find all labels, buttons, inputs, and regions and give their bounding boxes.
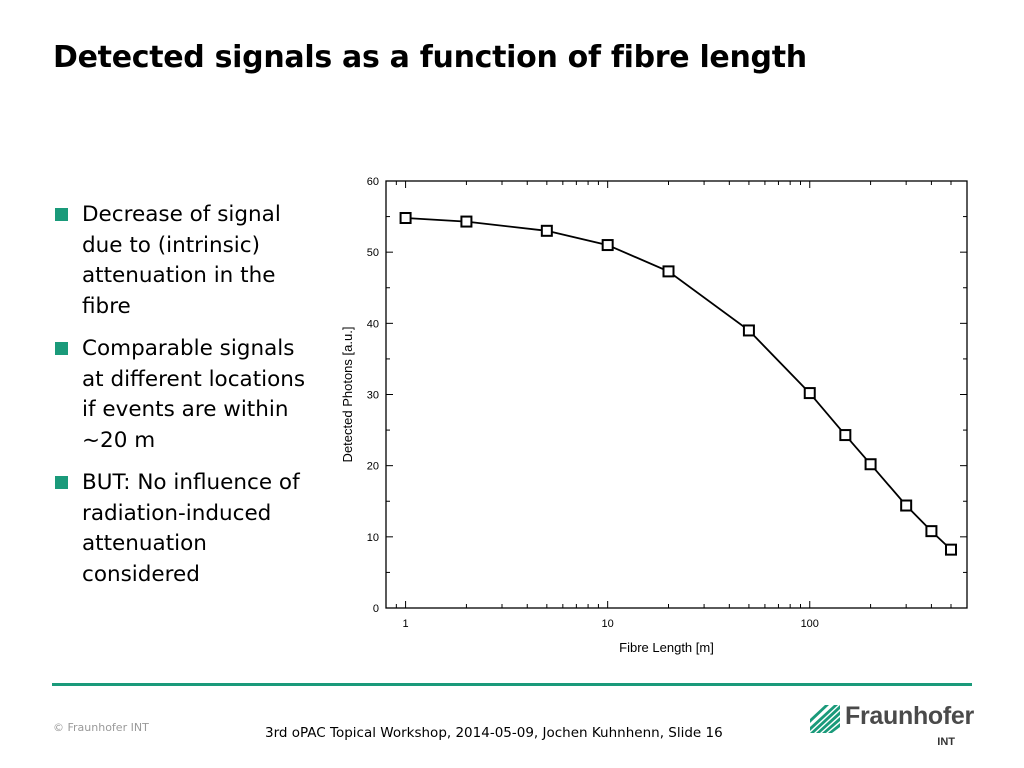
bullet-item: Decrease of signal due to (intrinsic) at… [55,200,320,322]
bullet-text: Decrease of signal due to (intrinsic) at… [82,202,281,319]
data-point [900,499,913,512]
fraunhofer-mark-icon [810,705,840,733]
y-tick-label: 60 [367,176,379,188]
data-point [601,239,614,252]
y-tick-label: 20 [367,461,379,473]
data-point [944,543,957,556]
data-point [925,525,938,538]
data-point [864,458,877,471]
footer-divider [52,683,972,686]
bullet-item: BUT: No influence of radiation-induced a… [55,468,320,590]
y-tick-label: 0 [373,603,379,615]
bullet-text: BUT: No influence of radiation-induced a… [82,470,300,587]
y-tick-label: 30 [367,390,379,402]
bullet-square-icon [55,208,68,221]
y-tick-label: 10 [367,532,379,544]
data-point [399,212,412,225]
slide-title: Detected signals as a function of fibre … [53,40,807,75]
x-tick-label: 1 [403,618,409,630]
copyright-text: © Fraunhofer INT [53,721,149,734]
fraunhofer-logo: Fraunhofer INT [810,702,975,753]
data-point [803,387,816,400]
x-tick-label: 100 [801,618,819,630]
bullet-square-icon [55,476,68,489]
series-line [405,217,952,551]
bullet-item: Comparable signals at different location… [55,334,320,456]
plot-frame [385,180,968,609]
logo-name: Fraunhofer [845,702,974,730]
y-tick-label: 50 [367,247,379,259]
data-point [460,215,473,228]
x-axis-label: Fibre Length [m] [619,640,714,655]
bullet-list: Decrease of signal due to (intrinsic) at… [55,200,320,602]
data-point [742,324,755,337]
y-axis-label: Detected Photons [a.u.] [340,327,355,463]
y-tick-label: 40 [367,318,379,330]
x-tick-label: 10 [602,618,614,630]
data-point [839,429,852,442]
data-point [662,265,675,278]
footer-text: 3rd oPAC Topical Workshop, 2014-05-09, J… [265,725,723,741]
bullet-text: Comparable signals at different location… [82,336,306,453]
data-point [540,224,553,237]
logo-subtitle: INT [937,736,955,748]
bullet-square-icon [55,342,68,355]
